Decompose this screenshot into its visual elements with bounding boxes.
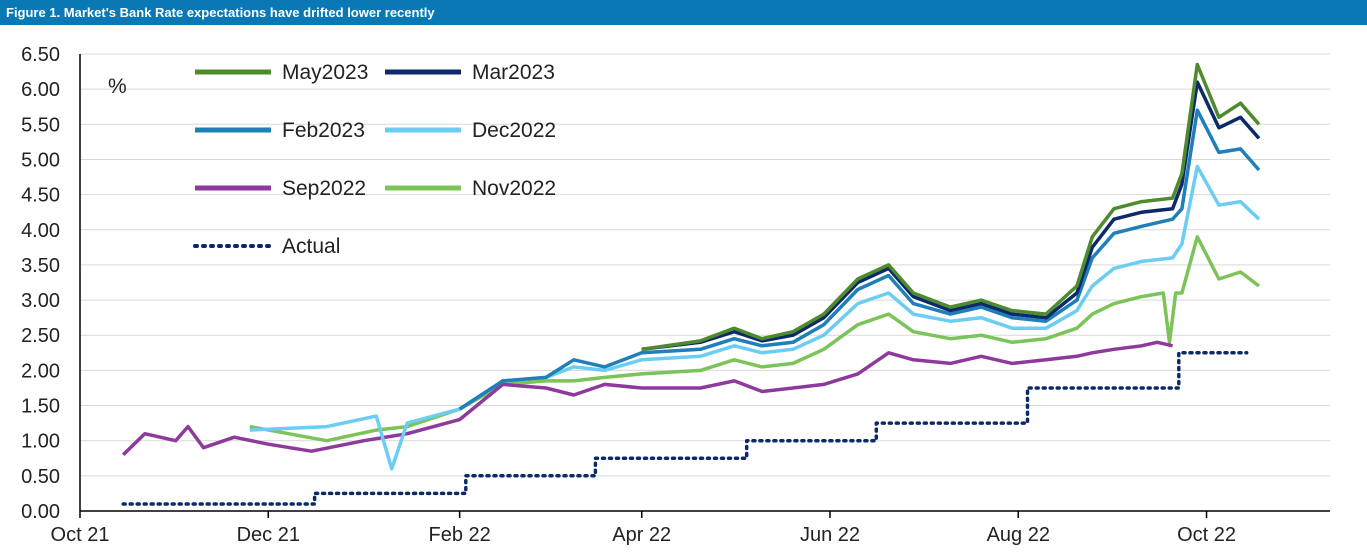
- y-tick-label: 3.50: [21, 255, 60, 277]
- line-chart: 0.00 0.50 1.00 1.50 2.00 2.50 3.00 3.50 4.00 4.50…: [21, 44, 1330, 546]
- y-axis: 0.00 0.50 1.00 1.50 2.00 2.50 3.00 3.50 4.00 4.50…: [21, 44, 60, 523]
- legend-label-dec2022: Dec2022: [472, 119, 556, 142]
- series-line-dec2022: [249, 164, 1261, 471]
- y-tick-label: 3.00: [21, 290, 60, 312]
- legend-label-sep2022: Sep2022: [282, 177, 366, 200]
- series-line-may2023: [641, 62, 1261, 352]
- y-tick-label: 1.00: [21, 431, 60, 453]
- x-axis: Oct 21 Dec 21 Feb 22 Apr 22 Jun 22 Aug 22 Oct …: [51, 54, 1330, 546]
- y-tick-label: 5.50: [21, 114, 60, 136]
- y-tick-label: 2.50: [21, 325, 60, 347]
- y-tick-label: 4.50: [21, 185, 60, 207]
- legend: May2023 Mar2023 Feb2023 Dec2022 Sep2022 Nov20…: [193, 61, 556, 258]
- y-tick-label: 5.00: [21, 149, 60, 171]
- legend-label-mar2023: Mar2023: [472, 61, 555, 84]
- series-line-sep2022: [121, 340, 1173, 457]
- y-tick-label: 0.50: [21, 466, 60, 488]
- x-tick-label: Oct 21: [51, 524, 110, 546]
- figure-title: Figure 1. Market's Bank Rate expectation…: [0, 0, 1367, 25]
- series-line-actual: [121, 351, 1249, 506]
- series-lines: [121, 62, 1261, 506]
- y-tick-label: 6.50: [21, 44, 60, 66]
- y-tick-label: 2.00: [21, 360, 60, 382]
- legend-label-may2023: May2023: [282, 61, 368, 84]
- series-line-mar2023: [641, 80, 1261, 352]
- y-tick-label: 0.00: [21, 501, 60, 523]
- series-line-nov2022: [249, 235, 1261, 443]
- x-tick-label: Feb 22: [428, 524, 490, 546]
- gridlines: [80, 53, 1330, 477]
- x-tick-label: Dec 21: [237, 524, 300, 546]
- legend-label-nov2022: Nov2022: [472, 177, 556, 200]
- y-tick-label: 1.50: [21, 396, 60, 418]
- x-tick-label: Aug 22: [987, 524, 1050, 546]
- y-tick-label: 6.00: [21, 79, 60, 101]
- legend-label-feb2023: Feb2023: [282, 119, 365, 142]
- legend-label-actual: Actual: [282, 235, 340, 258]
- x-tick-label: Jun 22: [800, 524, 860, 546]
- series-line-feb2023: [458, 108, 1261, 411]
- y-tick-label: 4.00: [21, 220, 60, 242]
- unit-label: %: [108, 75, 127, 98]
- x-tick-label: Oct 22: [1177, 524, 1236, 546]
- x-tick-label: Apr 22: [612, 524, 671, 546]
